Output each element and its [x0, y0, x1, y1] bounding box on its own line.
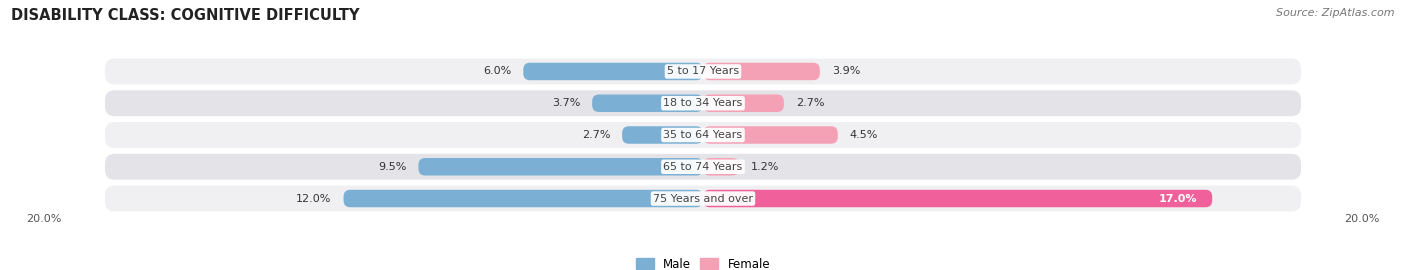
- FancyBboxPatch shape: [104, 185, 1302, 212]
- Text: 20.0%: 20.0%: [1344, 214, 1379, 224]
- FancyBboxPatch shape: [419, 158, 703, 176]
- FancyBboxPatch shape: [703, 158, 740, 176]
- Text: 2.7%: 2.7%: [796, 98, 824, 108]
- FancyBboxPatch shape: [703, 190, 1212, 207]
- Text: 2.7%: 2.7%: [582, 130, 610, 140]
- Text: 6.0%: 6.0%: [484, 66, 512, 76]
- FancyBboxPatch shape: [104, 89, 1302, 117]
- FancyBboxPatch shape: [523, 63, 703, 80]
- FancyBboxPatch shape: [104, 153, 1302, 181]
- FancyBboxPatch shape: [703, 94, 785, 112]
- FancyBboxPatch shape: [343, 190, 703, 207]
- Text: 20.0%: 20.0%: [27, 214, 62, 224]
- Text: 18 to 34 Years: 18 to 34 Years: [664, 98, 742, 108]
- Text: 35 to 64 Years: 35 to 64 Years: [664, 130, 742, 140]
- FancyBboxPatch shape: [104, 121, 1302, 149]
- FancyBboxPatch shape: [104, 58, 1302, 85]
- Text: 4.5%: 4.5%: [849, 130, 879, 140]
- Text: 5 to 17 Years: 5 to 17 Years: [666, 66, 740, 76]
- Text: 3.7%: 3.7%: [551, 98, 581, 108]
- FancyBboxPatch shape: [621, 126, 703, 144]
- Text: 1.2%: 1.2%: [751, 162, 779, 172]
- Text: 65 to 74 Years: 65 to 74 Years: [664, 162, 742, 172]
- Text: 17.0%: 17.0%: [1159, 194, 1198, 204]
- FancyBboxPatch shape: [703, 126, 838, 144]
- Legend: Male, Female: Male, Female: [636, 258, 770, 270]
- FancyBboxPatch shape: [592, 94, 703, 112]
- Text: Source: ZipAtlas.com: Source: ZipAtlas.com: [1277, 8, 1395, 18]
- FancyBboxPatch shape: [703, 63, 820, 80]
- Text: 12.0%: 12.0%: [297, 194, 332, 204]
- Text: 75 Years and over: 75 Years and over: [652, 194, 754, 204]
- Text: 3.9%: 3.9%: [832, 66, 860, 76]
- Text: DISABILITY CLASS: COGNITIVE DIFFICULTY: DISABILITY CLASS: COGNITIVE DIFFICULTY: [11, 8, 360, 23]
- Text: 9.5%: 9.5%: [378, 162, 406, 172]
